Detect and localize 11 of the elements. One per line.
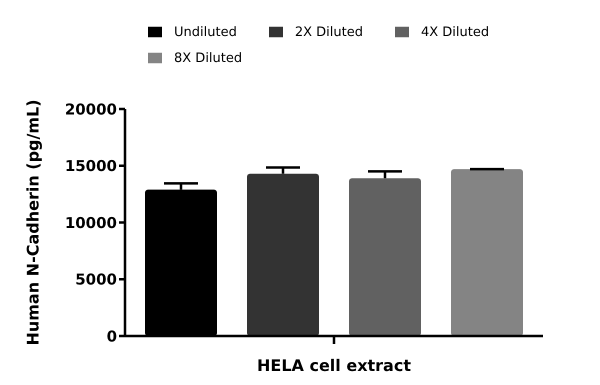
legend-label: 2X Diluted	[294, 25, 363, 40]
legend-label: Undiluted	[174, 25, 237, 40]
legend-label: 4X Diluted	[420, 25, 490, 40]
legend-label: 8X Diluted	[174, 51, 242, 66]
y-tick-label: 0	[106, 327, 117, 346]
x-axis-title: HELA cell extract	[257, 356, 412, 375]
y-tick-label: 5000	[75, 270, 117, 289]
y-tick-label: 20000	[64, 100, 117, 118]
y-tick-label: 10000	[64, 214, 117, 232]
y-tick-label: 15000	[64, 157, 117, 176]
y-axis-title: Human N-Cadherin (pg/mL)	[24, 99, 43, 346]
